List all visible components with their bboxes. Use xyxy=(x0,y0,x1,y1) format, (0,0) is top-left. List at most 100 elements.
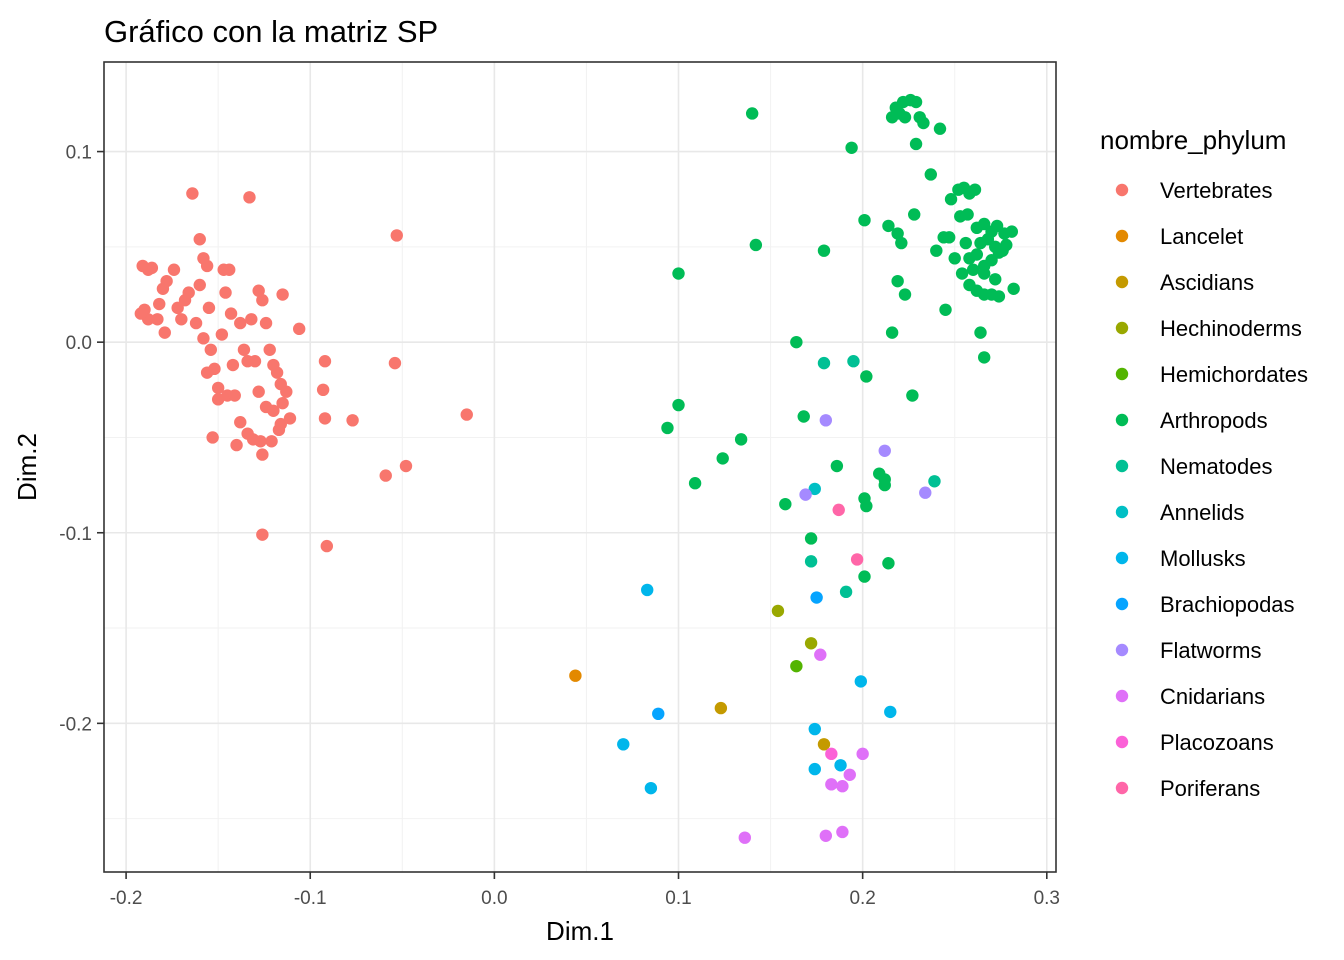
data-point xyxy=(856,747,869,761)
legend-item: Placozoans xyxy=(1115,730,1274,755)
data-point xyxy=(193,233,206,246)
legend-item: Ascidians xyxy=(1115,270,1254,295)
legend-key xyxy=(1115,505,1129,519)
data-point xyxy=(891,274,904,288)
legend-item: Brachiopodas xyxy=(1115,592,1295,617)
data-point xyxy=(256,294,269,307)
data-point xyxy=(688,477,702,490)
data-point xyxy=(672,267,685,280)
data-point xyxy=(898,288,912,301)
data-point xyxy=(799,488,812,501)
data-point xyxy=(878,473,891,486)
data-point xyxy=(204,343,218,356)
data-point xyxy=(292,322,306,336)
legend-key xyxy=(1115,597,1129,611)
data-point xyxy=(909,95,923,109)
data-point xyxy=(977,267,991,280)
data-point xyxy=(819,829,833,842)
legend-key xyxy=(1115,367,1129,381)
legend: nombre_phylum Vertebrates Lancelet Ascidia… xyxy=(1100,125,1308,801)
data-point xyxy=(817,356,831,370)
data-point xyxy=(843,768,856,781)
data-point xyxy=(276,288,289,301)
legend-label: Brachiopodas xyxy=(1160,592,1295,617)
data-point xyxy=(661,421,674,435)
series-hemichordates xyxy=(790,659,803,673)
data-point xyxy=(237,343,251,356)
data-point xyxy=(942,231,956,244)
legend-label: Poriferans xyxy=(1160,776,1260,801)
data-point xyxy=(569,669,582,682)
data-point xyxy=(974,326,987,339)
data-point xyxy=(460,408,473,421)
data-point xyxy=(243,191,256,204)
data-point xyxy=(167,263,181,276)
data-point xyxy=(836,825,849,839)
data-point xyxy=(959,236,972,250)
grid-major xyxy=(104,62,1056,872)
x-axis-title: Dim.1 xyxy=(546,916,614,946)
legend-label: Hechinoderms xyxy=(1160,316,1302,341)
data-point xyxy=(248,355,262,368)
data-point xyxy=(850,553,864,566)
data-point xyxy=(224,307,238,320)
series-ascidians xyxy=(714,701,831,751)
data-point xyxy=(858,570,871,583)
data-point xyxy=(779,497,792,511)
legend-label: Nematodes xyxy=(1160,454,1273,479)
data-point xyxy=(379,469,392,482)
legend-label: Placozoans xyxy=(1160,730,1274,755)
legend-label: Hemichordates xyxy=(1160,362,1308,387)
data-point xyxy=(160,274,173,288)
data-point xyxy=(992,246,1006,259)
data-point xyxy=(819,414,833,427)
data-point xyxy=(830,459,844,473)
data-point xyxy=(860,370,873,383)
data-point xyxy=(808,482,821,496)
data-point xyxy=(276,396,289,410)
series-arthropods xyxy=(661,93,1020,583)
x-tick-label: 0.2 xyxy=(849,888,875,909)
legend-key xyxy=(1115,643,1129,657)
data-point xyxy=(267,404,280,417)
y-tick-label: -0.2 xyxy=(59,714,92,735)
legend-item: Annelids xyxy=(1115,500,1244,525)
data-point xyxy=(320,539,334,553)
data-point xyxy=(944,193,958,206)
legend-key xyxy=(1115,413,1129,427)
data-point xyxy=(738,831,752,844)
legend-label: Arthropods xyxy=(1160,408,1268,433)
data-point xyxy=(223,263,236,276)
data-point xyxy=(652,707,665,721)
series-annelids xyxy=(808,482,821,496)
data-point xyxy=(933,122,947,135)
legend-label: Cnidarians xyxy=(1160,684,1265,709)
data-point xyxy=(989,273,1002,286)
legend-label: Flatworms xyxy=(1160,638,1261,663)
data-point xyxy=(256,448,269,461)
panel-background xyxy=(104,62,1056,872)
data-point xyxy=(845,141,858,154)
data-point xyxy=(797,410,810,423)
data-point xyxy=(909,137,923,151)
series-placozoans xyxy=(825,747,838,761)
series-vertebrates xyxy=(134,187,473,553)
data-point xyxy=(171,301,184,315)
data-point xyxy=(804,637,818,650)
legend-key xyxy=(1115,551,1129,565)
legend-label: Vertebrates xyxy=(1160,178,1273,203)
legend-item: Vertebrates xyxy=(1115,178,1273,203)
series-lancelet xyxy=(569,669,582,682)
data-point xyxy=(836,780,849,793)
series-poriferans xyxy=(832,503,864,566)
data-point xyxy=(825,778,838,791)
data-point xyxy=(641,583,654,597)
data-point xyxy=(854,675,868,688)
x-axis: -0.2 -0.1 0.0 0.1 0.2 0.3 xyxy=(110,872,1060,909)
legend-key xyxy=(1115,229,1129,243)
legend-item: Mollusks xyxy=(1115,546,1246,571)
data-point xyxy=(270,366,284,379)
legend-item: Nematodes xyxy=(1115,454,1273,479)
data-point xyxy=(939,303,952,316)
data-point xyxy=(202,301,216,315)
